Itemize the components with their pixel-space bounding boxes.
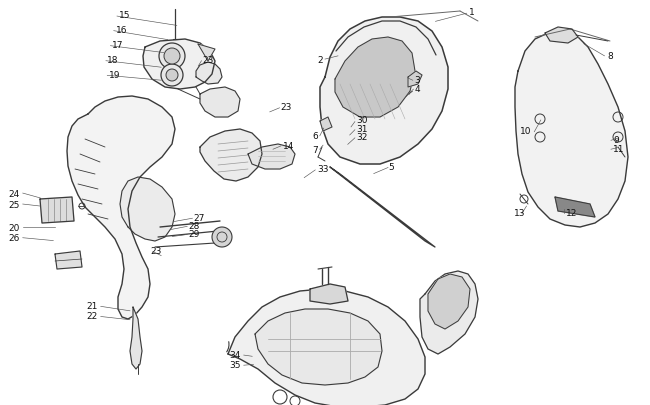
- Polygon shape: [40, 198, 74, 224]
- Text: 7: 7: [312, 145, 318, 154]
- Polygon shape: [408, 72, 422, 88]
- Text: 27: 27: [194, 213, 205, 222]
- Text: 17: 17: [112, 41, 124, 50]
- Polygon shape: [198, 45, 215, 62]
- Text: 35: 35: [229, 360, 240, 369]
- Text: 8: 8: [608, 51, 614, 60]
- Text: 20: 20: [8, 223, 20, 232]
- Polygon shape: [200, 88, 240, 118]
- Polygon shape: [320, 118, 332, 132]
- Text: 16: 16: [116, 26, 127, 35]
- Polygon shape: [320, 18, 448, 164]
- Circle shape: [161, 65, 183, 87]
- Text: 25: 25: [8, 200, 20, 209]
- Polygon shape: [196, 63, 222, 85]
- Text: 24: 24: [8, 189, 20, 198]
- Text: 4: 4: [415, 85, 421, 94]
- Text: 9: 9: [613, 135, 619, 144]
- Circle shape: [164, 49, 180, 65]
- Text: 21: 21: [86, 301, 97, 310]
- Polygon shape: [428, 274, 470, 329]
- Polygon shape: [55, 252, 82, 269]
- Text: 10: 10: [520, 127, 532, 136]
- Polygon shape: [143, 40, 215, 90]
- Text: 31: 31: [356, 124, 368, 133]
- Text: 30: 30: [356, 116, 368, 125]
- Polygon shape: [248, 145, 295, 170]
- Text: 34: 34: [229, 350, 240, 359]
- Text: 23: 23: [151, 247, 162, 256]
- Text: 33: 33: [317, 165, 329, 174]
- Text: 26: 26: [8, 234, 20, 243]
- Text: 6: 6: [312, 131, 318, 140]
- Polygon shape: [228, 289, 425, 405]
- Polygon shape: [67, 97, 175, 319]
- Text: 2: 2: [317, 55, 323, 64]
- Text: 29: 29: [188, 230, 200, 239]
- Polygon shape: [310, 284, 348, 304]
- Polygon shape: [420, 271, 478, 354]
- Text: 18: 18: [107, 55, 119, 64]
- Text: 13: 13: [514, 208, 525, 217]
- Polygon shape: [255, 309, 382, 385]
- Polygon shape: [515, 32, 628, 228]
- Text: 28: 28: [188, 222, 200, 230]
- Text: 23: 23: [281, 103, 292, 112]
- Circle shape: [159, 44, 185, 70]
- Polygon shape: [200, 130, 262, 181]
- Text: 19: 19: [109, 70, 121, 79]
- Polygon shape: [335, 38, 415, 118]
- Text: 11: 11: [613, 145, 625, 153]
- Text: 1: 1: [469, 8, 475, 17]
- Polygon shape: [130, 307, 142, 369]
- Text: 15: 15: [119, 11, 131, 20]
- Polygon shape: [330, 168, 435, 247]
- Circle shape: [212, 228, 232, 247]
- Text: 22: 22: [86, 311, 98, 320]
- Text: 3: 3: [415, 76, 421, 85]
- Polygon shape: [545, 28, 578, 44]
- Text: 32: 32: [356, 132, 368, 141]
- Polygon shape: [555, 198, 595, 217]
- Text: 23: 23: [203, 55, 215, 64]
- Text: 12: 12: [566, 208, 577, 217]
- Circle shape: [166, 70, 178, 82]
- Polygon shape: [120, 177, 175, 241]
- Text: 5: 5: [389, 162, 395, 171]
- Text: 14: 14: [283, 141, 294, 150]
